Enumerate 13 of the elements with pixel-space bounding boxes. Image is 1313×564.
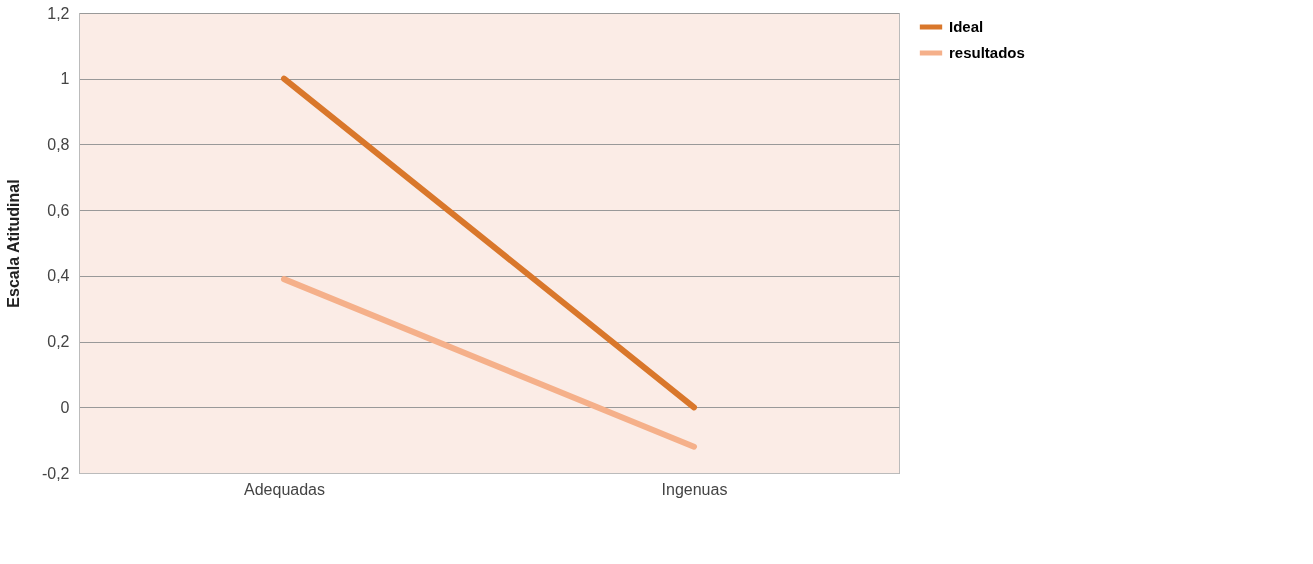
legend-label: Ideal <box>949 18 984 35</box>
y-axis-title: Escala Atitudinal <box>4 179 22 308</box>
legend-label: resultados <box>949 44 1025 61</box>
y-tick-label: 0,6 <box>47 201 70 219</box>
y-tick-label: 0 <box>60 398 70 416</box>
y-tick-label: 1 <box>60 70 70 88</box>
y-tick-label: -0,2 <box>41 464 70 482</box>
y-tick-label: 0,8 <box>47 135 70 153</box>
x-tick-label: Adequadas <box>244 480 325 498</box>
y-tick-label: 1,2 <box>47 4 70 22</box>
x-tick-label: Ingenuas <box>661 480 728 498</box>
y-tick-label: 0,2 <box>47 333 70 351</box>
y-tick-label: 0,4 <box>47 267 70 285</box>
